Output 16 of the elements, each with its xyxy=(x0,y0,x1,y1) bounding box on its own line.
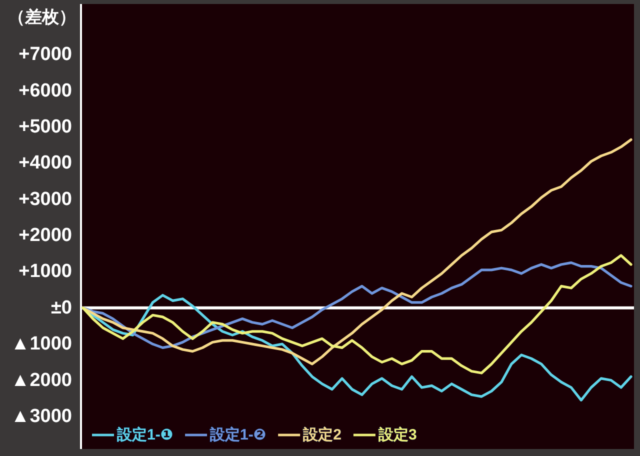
legend-label: 設定3 xyxy=(377,426,417,444)
y-tick-label: ±0 xyxy=(51,297,72,318)
y-tick-label: +4000 xyxy=(18,152,72,174)
legend-label: 設定2 xyxy=(302,426,342,444)
y-tick-label: +1000 xyxy=(18,261,72,282)
y-tick-label: +2000 xyxy=(18,225,72,246)
y-tick-label: +7000 xyxy=(18,44,72,66)
y-tick-label: ▲2000 xyxy=(10,370,72,391)
y-tick-label: ▲3000 xyxy=(10,406,72,427)
y-axis-title: （差枚） xyxy=(8,8,76,26)
legend-label: 設定1-❷ xyxy=(209,426,266,444)
y-tick-label: +6000 xyxy=(18,80,72,102)
y-tick-label: ▲1000 xyxy=(10,334,72,355)
y-tick-label: +5000 xyxy=(18,116,72,138)
y-tick-label: +3000 xyxy=(18,188,72,210)
legend-label: 設定1-❶ xyxy=(116,426,174,444)
